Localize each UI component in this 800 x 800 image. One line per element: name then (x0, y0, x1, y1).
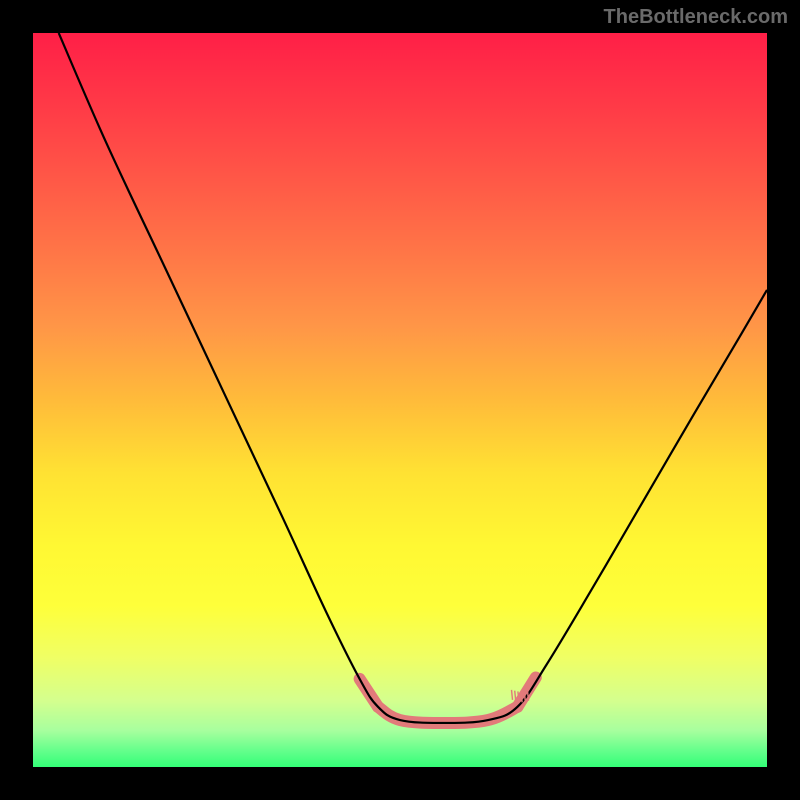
bottleneck-curve (59, 33, 767, 723)
curve-layer (33, 33, 767, 767)
watermark-label: TheBottleneck.com (604, 6, 788, 29)
highlight-band (360, 677, 536, 723)
chart-container: TheBottleneck.com (0, 0, 800, 800)
plot-area (33, 33, 767, 767)
